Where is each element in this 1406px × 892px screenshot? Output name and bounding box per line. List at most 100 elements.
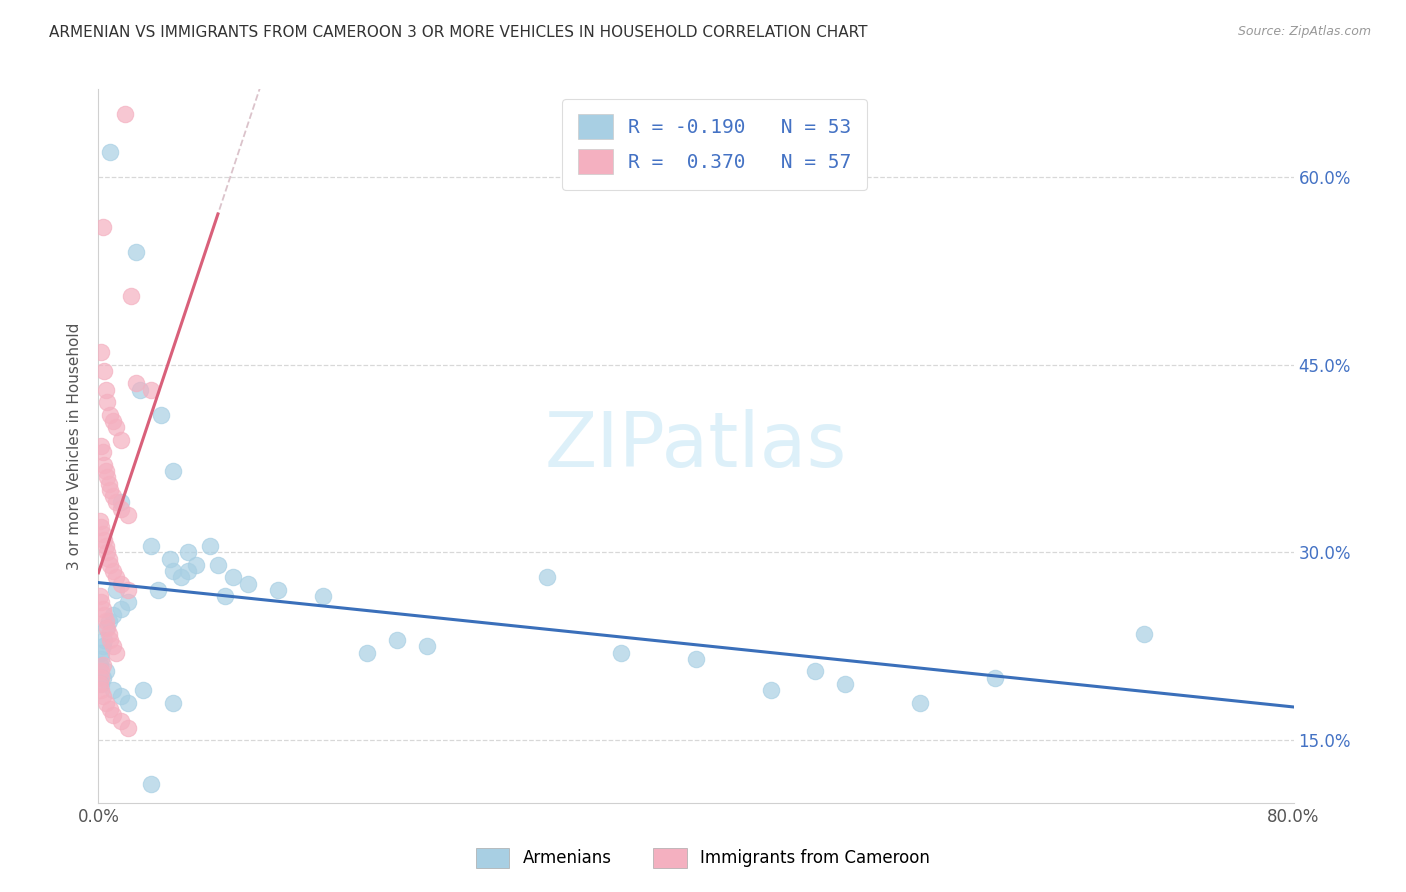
Point — [96, 545, 118, 559]
Point — [311, 589, 333, 603]
Point — [91, 526, 114, 541]
Point — [97, 627, 120, 641]
Point — [103, 708, 125, 723]
Point — [90, 345, 112, 359]
Point — [93, 364, 115, 378]
Point — [94, 665, 117, 679]
Point — [90, 595, 112, 609]
Point — [110, 714, 132, 729]
Point — [200, 539, 222, 553]
Point — [162, 464, 184, 478]
Point — [94, 539, 117, 553]
Point — [184, 558, 207, 572]
Point — [91, 445, 114, 459]
Point — [103, 414, 125, 428]
Point — [536, 570, 558, 584]
Point — [139, 539, 162, 553]
Point — [416, 640, 439, 654]
Point — [110, 576, 132, 591]
Point — [129, 383, 152, 397]
Point — [91, 219, 114, 234]
Text: Source: ZipAtlas.com: Source: ZipAtlas.com — [1237, 25, 1371, 38]
Point — [103, 564, 125, 578]
Point — [91, 658, 114, 673]
Point — [159, 551, 181, 566]
Point — [103, 640, 125, 654]
Point — [97, 614, 120, 628]
Point — [91, 690, 114, 704]
Point — [103, 683, 125, 698]
Point — [96, 470, 118, 484]
Point — [94, 464, 117, 478]
Point — [105, 570, 128, 584]
Point — [177, 545, 200, 559]
Point — [98, 633, 122, 648]
Point — [96, 395, 118, 409]
Point — [110, 690, 132, 704]
Point — [117, 721, 139, 735]
Point — [93, 607, 115, 622]
Point — [834, 677, 856, 691]
Point — [98, 558, 122, 572]
Point — [98, 702, 122, 716]
Point — [207, 558, 229, 572]
Point — [90, 665, 112, 679]
Point — [610, 646, 633, 660]
Point — [103, 489, 125, 503]
Point — [105, 646, 128, 660]
Point — [89, 514, 111, 528]
Point — [169, 570, 191, 584]
Point — [125, 244, 148, 259]
Point — [385, 633, 409, 648]
Point — [132, 683, 155, 698]
Text: ARMENIAN VS IMMIGRANTS FROM CAMEROON 3 OR MORE VEHICLES IN HOUSEHOLD CORRELATION: ARMENIAN VS IMMIGRANTS FROM CAMEROON 3 O… — [49, 25, 868, 40]
Point — [110, 601, 132, 615]
Point — [105, 495, 128, 509]
Point — [162, 564, 184, 578]
Point — [759, 683, 782, 698]
Point — [148, 582, 170, 597]
Point — [93, 533, 115, 547]
Point — [90, 646, 112, 660]
Point — [125, 376, 148, 391]
Point — [117, 696, 139, 710]
Point — [97, 551, 120, 566]
Point — [94, 614, 117, 628]
Point — [94, 383, 117, 397]
Point — [117, 508, 139, 522]
Point — [98, 483, 122, 497]
Point — [90, 683, 112, 698]
Point — [89, 658, 111, 673]
Point — [685, 652, 707, 666]
Point — [94, 696, 117, 710]
Point — [1133, 627, 1156, 641]
Point — [91, 640, 114, 654]
Point — [356, 646, 378, 660]
Point — [150, 408, 173, 422]
Point — [110, 495, 132, 509]
Point — [139, 777, 162, 791]
Point — [984, 671, 1007, 685]
Point — [120, 289, 142, 303]
Point — [110, 501, 132, 516]
Point — [98, 145, 122, 159]
Point — [90, 439, 112, 453]
Point — [162, 696, 184, 710]
Point — [139, 383, 162, 397]
Point — [117, 582, 139, 597]
Point — [103, 607, 125, 622]
Point — [90, 652, 112, 666]
Point — [90, 520, 112, 534]
Point — [98, 408, 122, 422]
Point — [804, 665, 827, 679]
Point — [110, 433, 132, 447]
Point — [222, 570, 245, 584]
Point — [177, 564, 200, 578]
Legend: Armenians, Immigrants from Cameroon: Armenians, Immigrants from Cameroon — [470, 841, 936, 875]
Point — [94, 621, 117, 635]
Point — [91, 601, 114, 615]
Point — [236, 576, 259, 591]
Point — [93, 633, 115, 648]
Point — [105, 582, 128, 597]
Point — [90, 671, 112, 685]
